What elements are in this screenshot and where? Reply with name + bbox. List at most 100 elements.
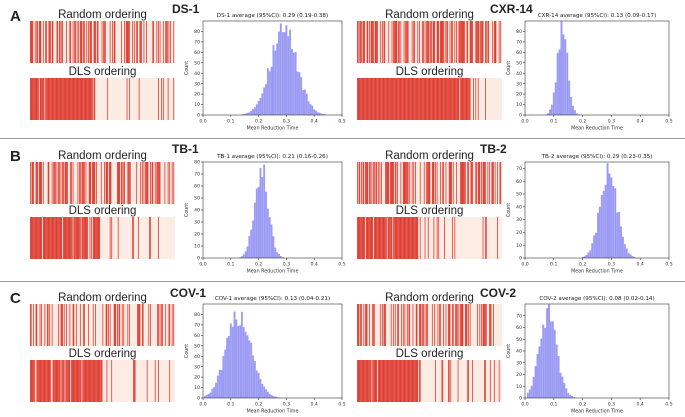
ordering-stripe: [40, 360, 42, 402]
histogram-bar: [571, 396, 573, 398]
strip-tb1-random: [30, 162, 175, 204]
ordering-stripe: [476, 21, 477, 63]
y-tick-label: 80: [516, 29, 522, 35]
ordering-stripe: [362, 360, 364, 402]
ordering-stripe: [95, 21, 96, 63]
ordering-stripe: [413, 360, 415, 402]
ordering-stripe: [477, 78, 479, 120]
ordering-stripe: [395, 360, 397, 402]
ordering-stripe: [398, 304, 399, 346]
y-axis-label: Count: [184, 344, 190, 358]
y-tick-label: 20: [516, 372, 522, 378]
ordering-stripe: [67, 78, 69, 120]
ordering-stripe: [493, 304, 494, 346]
ordering-stripe: [406, 360, 407, 402]
ordering-stripe: [30, 217, 31, 259]
ordering-stripe: [423, 78, 424, 120]
ordering-stripe: [386, 217, 387, 259]
ordering-stripe: [399, 217, 401, 259]
ordering-stripe: [64, 162, 66, 204]
y-tick-label: 80: [194, 312, 200, 318]
histogram-bar: [255, 104, 258, 115]
ordering-stripe: [444, 217, 445, 259]
x-tick-label: 0.4: [637, 402, 644, 408]
ordering-stripe: [373, 304, 375, 346]
ordering-stripe: [442, 162, 444, 204]
random-ordering-label-cov1: Random ordering: [58, 292, 147, 304]
ordering-stripe: [409, 78, 411, 120]
ordering-stripe: [434, 304, 436, 346]
histogram-bar: [305, 93, 308, 115]
ordering-stripe: [444, 21, 446, 63]
ordering-stripe: [129, 78, 130, 120]
dls-ordering-label-cxr14: DLS ordering: [395, 66, 464, 78]
ordering-stripe: [67, 162, 68, 204]
ordering-stripe: [94, 21, 96, 63]
ordering-stripe: [32, 78, 34, 120]
ordering-stripe: [357, 21, 358, 63]
ordering-stripe: [91, 360, 92, 402]
ordering-stripe: [158, 217, 159, 259]
ordering-stripe: [403, 217, 405, 259]
histogram-bar: [229, 323, 232, 398]
ordering-stripe: [489, 304, 490, 346]
x-tick-label: 0.0: [199, 402, 206, 408]
ordering-stripe: [493, 360, 495, 402]
ordering-stripe: [475, 78, 477, 120]
ordering-stripe: [46, 78, 48, 120]
ordering-stripe: [373, 78, 374, 120]
histogram-bar: [287, 36, 290, 116]
ordering-stripe: [386, 78, 388, 120]
ordering-stripe: [92, 162, 94, 204]
ordering-stripe: [447, 21, 448, 63]
ordering-stripe: [415, 360, 417, 402]
ordering-stripe: [477, 162, 479, 204]
ordering-stripe: [73, 360, 75, 402]
ordering-stripe: [373, 78, 375, 120]
ordering-stripe: [377, 360, 379, 402]
ordering-stripe: [374, 360, 376, 402]
ordering-stripe: [153, 21, 154, 63]
ordering-stripe: [370, 217, 372, 259]
ordering-stripe: [55, 217, 57, 259]
histogram-bar: [598, 206, 601, 258]
ordering-stripe: [408, 78, 410, 120]
ordering-stripe: [437, 304, 439, 346]
ordering-stripe: [114, 304, 116, 346]
row-label-c: C: [10, 290, 21, 307]
ordering-stripe: [87, 78, 88, 120]
ordering-stripe: [168, 21, 170, 63]
ordering-stripe: [414, 217, 415, 259]
ordering-stripe: [58, 78, 59, 120]
ordering-stripe: [437, 78, 439, 120]
ordering-stripe: [83, 78, 85, 120]
ordering-stripe: [390, 217, 392, 259]
ordering-stripe: [435, 78, 437, 120]
ordering-stripe: [478, 162, 480, 204]
ordering-stripe: [376, 360, 378, 402]
ordering-stripe: [173, 162, 175, 204]
ordering-stripe: [429, 162, 431, 204]
ordering-stripe: [489, 360, 491, 402]
ordering-stripe: [384, 21, 386, 63]
ordering-stripe: [162, 78, 164, 120]
ordering-stripe: [357, 78, 358, 120]
ordering-stripe: [37, 162, 38, 204]
ordering-stripe: [485, 162, 486, 204]
y-tick-label: 0: [197, 396, 200, 402]
y-tick-label: 40: [194, 71, 200, 77]
ordering-stripe: [145, 162, 146, 204]
x-tick-label: 0.4: [637, 262, 644, 268]
ordering-stripe: [494, 162, 496, 204]
ordering-stripe: [38, 360, 39, 402]
ordering-stripe: [481, 162, 482, 204]
ordering-stripe: [482, 162, 484, 204]
ordering-stripe: [374, 217, 376, 259]
ordering-stripe: [62, 78, 63, 120]
ordering-stripe: [445, 162, 447, 204]
ordering-stripe: [108, 304, 109, 346]
ordering-stripe: [39, 162, 41, 204]
ordering-stripe: [366, 360, 368, 402]
ordering-stripe: [30, 78, 32, 120]
ordering-stripe: [359, 217, 361, 259]
